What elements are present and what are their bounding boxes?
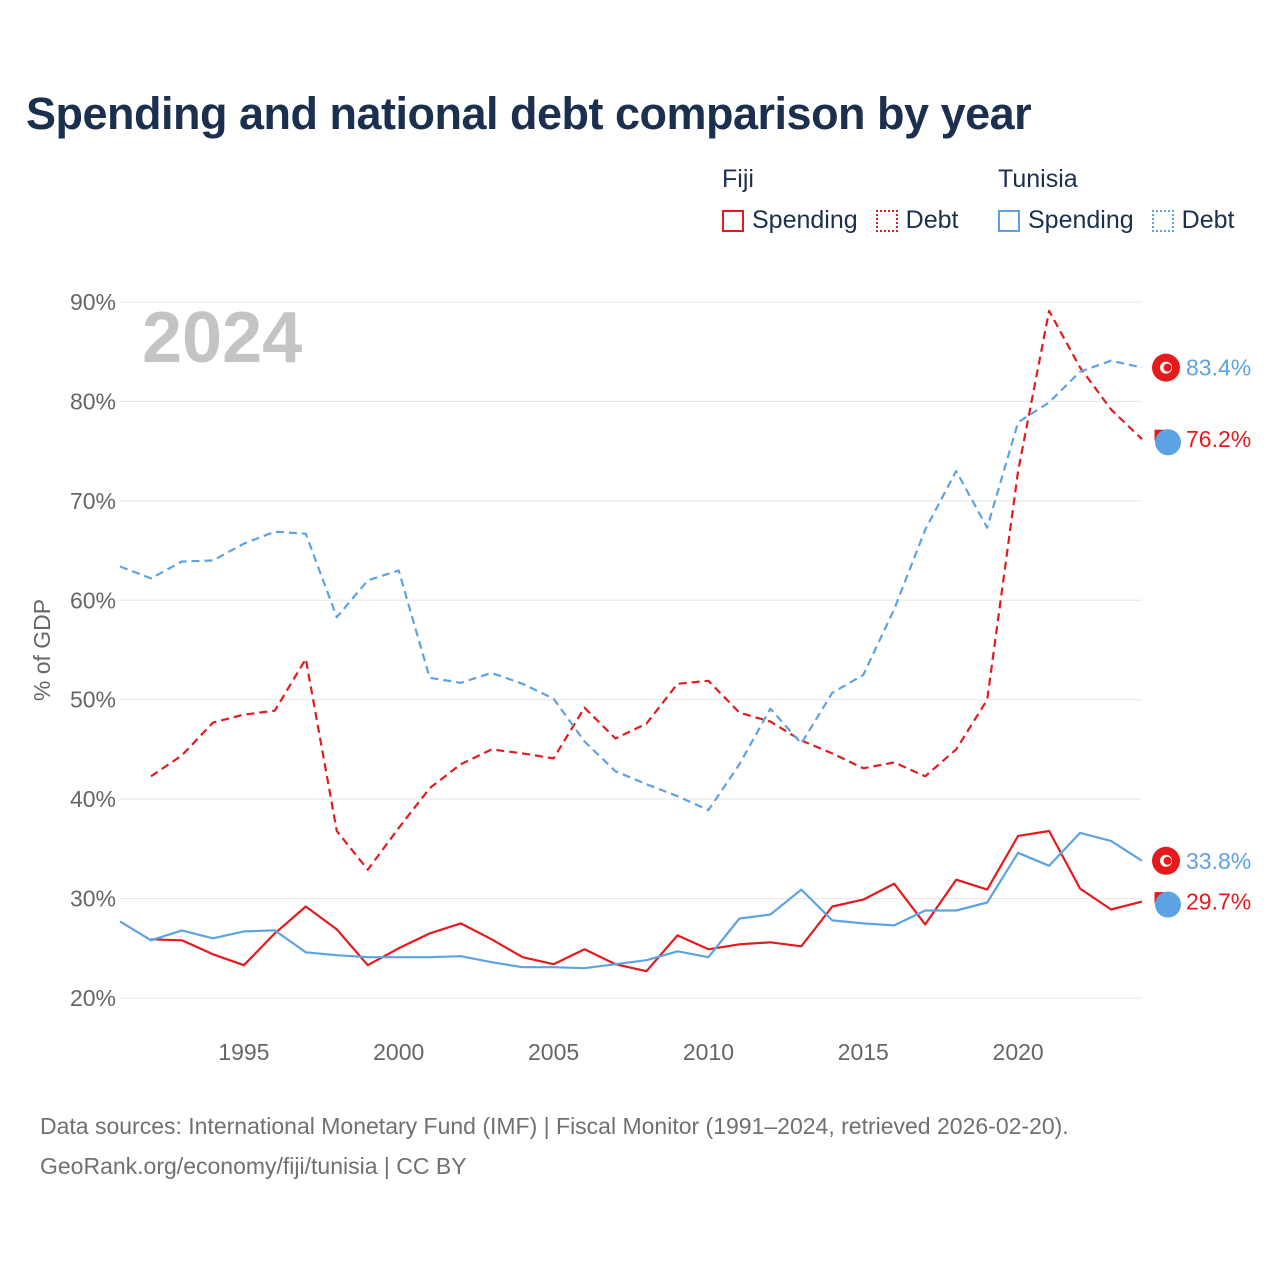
- x-tick-label: 2000: [373, 1039, 424, 1065]
- legend-group-fiji: Fiji Spending Debt: [722, 164, 976, 235]
- end-markers: 29.7% 76.2% 33.8% 83.4%: [1152, 353, 1251, 918]
- x-tick-label: 2010: [683, 1039, 734, 1065]
- legend-swatch-solid-icon: [998, 209, 1020, 232]
- source-line-1: Data sources: International Monetary Fun…: [40, 1113, 1069, 1139]
- series-lines: [119, 309, 1143, 973]
- y-tick-label: 30%: [70, 886, 116, 912]
- y-axis-label: % of GDP: [29, 599, 55, 701]
- y-tick-label: 60%: [70, 587, 116, 613]
- fiji-spending-line: [150, 829, 1143, 973]
- y-tick-label: 50%: [70, 687, 116, 713]
- chart-title: Spending and national debt comparison by…: [26, 88, 1032, 139]
- end-value-label: 76.2%: [1186, 426, 1251, 452]
- source-note: Data sources: International Monetary Fun…: [40, 1106, 1069, 1186]
- legend-item-tunisia-spending[interactable]: Spending: [998, 206, 1134, 235]
- source-link[interactable]: GeoRank.org/economy/fiji/tunisia | CC BY: [40, 1153, 467, 1179]
- fiji-flag-disc: [1155, 429, 1181, 456]
- y-tick-label: 90%: [70, 289, 116, 315]
- y-tick-label: 70%: [70, 488, 116, 514]
- end-value-label: 29.7%: [1186, 889, 1251, 915]
- tunisia-flag-crescent: [1163, 856, 1172, 865]
- end-value-label: 33.8%: [1186, 848, 1251, 874]
- legend-group-tunisia: Tunisia Spending Debt: [998, 164, 1252, 235]
- legend-swatch-solid-icon: [722, 209, 744, 232]
- tunisia-spending-line: [119, 831, 1143, 970]
- y-tick-label: 80%: [70, 388, 116, 414]
- legend-swatch-dotted-icon: [1151, 209, 1174, 232]
- x-tick-label: 2005: [528, 1039, 579, 1065]
- legend-country-tunisia: Tunisia: [998, 165, 1078, 193]
- grid-lines: [120, 301, 1142, 999]
- y-axis-ticks: 20% 30% 40% 50% 60% 70% 80% 90%: [70, 289, 116, 1011]
- line-chart: 2024 20% 30% 40% 50% 60% 70% 80% 90% 1995 2000 20…: [29, 289, 1251, 1065]
- legend-label: Debt: [1181, 206, 1235, 234]
- x-tick-label: 2020: [993, 1039, 1044, 1065]
- fiji-debt-line: [150, 309, 1143, 871]
- legend-item-tunisia-debt[interactable]: Debt: [1151, 206, 1235, 235]
- legend-country-fiji: Fiji: [722, 165, 754, 193]
- legend-item-fiji-debt[interactable]: Debt: [875, 206, 959, 235]
- x-tick-label: 1995: [218, 1039, 269, 1065]
- legend-label: Spending: [1028, 206, 1134, 234]
- legend-label: Spending: [752, 206, 858, 234]
- fiji-flag-disc: [1155, 891, 1181, 918]
- y-tick-label: 40%: [70, 786, 116, 812]
- legend-item-fiji-spending[interactable]: Spending: [722, 206, 858, 235]
- end-value-label: 83.4%: [1186, 355, 1251, 381]
- tunisia-flag-crescent: [1163, 363, 1172, 372]
- x-axis-ticks: 1995 2000 2005 2010 2015 2020: [218, 1039, 1043, 1065]
- legend-label: Debt: [905, 206, 959, 234]
- x-tick-label: 2015: [838, 1039, 889, 1065]
- tunisia-debt-line: [119, 359, 1143, 812]
- y-tick-label: 20%: [70, 985, 116, 1011]
- year-watermark: 2024: [142, 298, 302, 378]
- legend-swatch-dotted-icon: [875, 209, 898, 232]
